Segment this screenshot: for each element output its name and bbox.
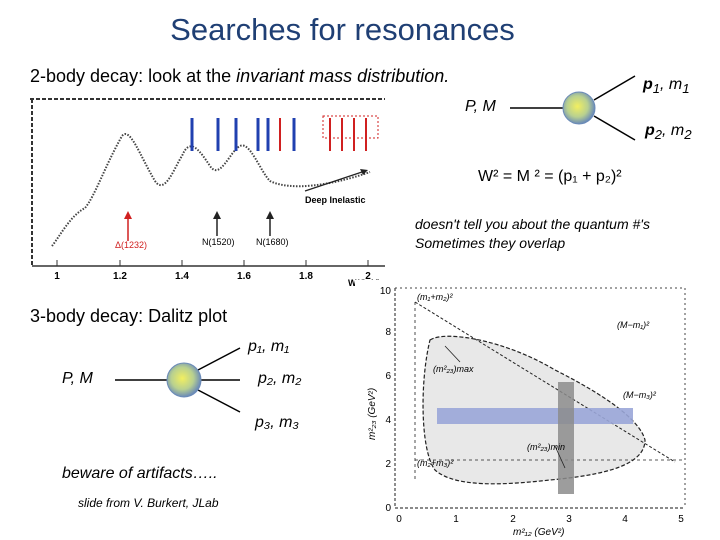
y-tick-label: 2 [385,459,391,470]
d1-label: p₁, m₁ [248,338,290,355]
horizontal-resonance-band [437,408,633,424]
note: doesn't tell you about the quantum #'s S… [415,215,650,253]
arrow-min [554,445,566,469]
tick-label: 1 [54,271,60,282]
x-tick-label: 0 [396,514,402,525]
d3-label: p₃, m₃ [255,414,299,431]
blue-markers [190,118,296,151]
n1680-label: N(1680) [256,237,289,247]
tick-label: 1.6 [237,271,251,282]
two-body-prefix: 2-body decay: look at the [30,66,237,86]
three-body-parent-label: P, M [62,370,93,387]
label-top: (m₁+m₂)² [417,292,454,302]
label-max: (m²₂₃)max [433,364,474,374]
label-right: (M−m₃)² [623,390,657,400]
vertical-resonance-band [558,382,574,494]
dalitz-plot: 0 2 4 6 8 10 0 1 2 3 4 5 m²₂₃ (GeV²) m²₁… [355,280,710,538]
red-markers [279,115,379,151]
two-body-emph: invariant mass distribution. [236,66,450,86]
y-tick-label: 4 [385,415,391,426]
label-bottom-left: (m₂+m₃)² [417,458,454,468]
p1-label: p1, m1 [643,76,690,97]
invariant-mass-formula: W² = M ² = (p₁ + p₂)² [478,168,622,185]
spectrum-plot: Deep Inelastic Δ(1232) N(1520) N(1680) 1… [30,96,390,286]
y-tick-label: 0 [385,503,391,514]
three-body-diagram [115,347,241,413]
p2-label: p2, m2 [645,122,692,143]
two-body-diagram [510,75,636,141]
credit-text: slide from V. Burkert, JLab [78,496,219,510]
warning-text: beware of artifacts….. [62,465,218,482]
two-body-parent-label: P, M [465,98,496,115]
y-tick-label: 8 [385,327,391,338]
delta-label: Δ(1232) [115,240,147,250]
d2-label: p₂, m₂ [258,370,302,387]
label-top-right: (M−m₁)² [617,320,650,330]
y-axis-label: m²₂₃ (GeV²) [367,388,378,440]
tick-label: 2 [365,271,371,282]
x-tick-label: 2 [510,514,516,525]
deep-inelastic-arrow [304,170,366,192]
note-line-2: Sometimes they overlap [415,235,566,251]
y-tick-label: 6 [385,371,391,382]
x-axis-label: m²₁₂ (GeV²) [513,527,564,538]
y-tick-label: 10 [380,286,392,297]
note-line-1: doesn't tell you about the quantum #'s [415,216,650,232]
decay-vertex-3body [166,362,202,398]
arrow-max [444,345,461,363]
two-body-heading: 2-body decay: look at the invariant mass… [30,66,449,87]
n1520-label: N(1520) [202,237,235,247]
tick-label: 1.4 [175,271,189,282]
tick-label: 1.2 [113,271,127,282]
label-min: (m²₂₃)min [527,442,565,452]
x-tick-label: 4 [622,514,628,525]
deep-inelastic-label: Deep Inelastic [305,195,366,205]
decay-vertex [562,91,596,125]
slide-title: Searches for resonances [170,12,515,47]
three-body-heading: 3-body decay: Dalitz plot [30,306,228,326]
spectrum-curve [51,133,371,247]
tick-label: 1.8 [299,271,313,282]
x-tick-label: 5 [678,514,684,525]
x-tick-label: 3 [566,514,572,525]
x-tick-label: 1 [453,514,459,525]
